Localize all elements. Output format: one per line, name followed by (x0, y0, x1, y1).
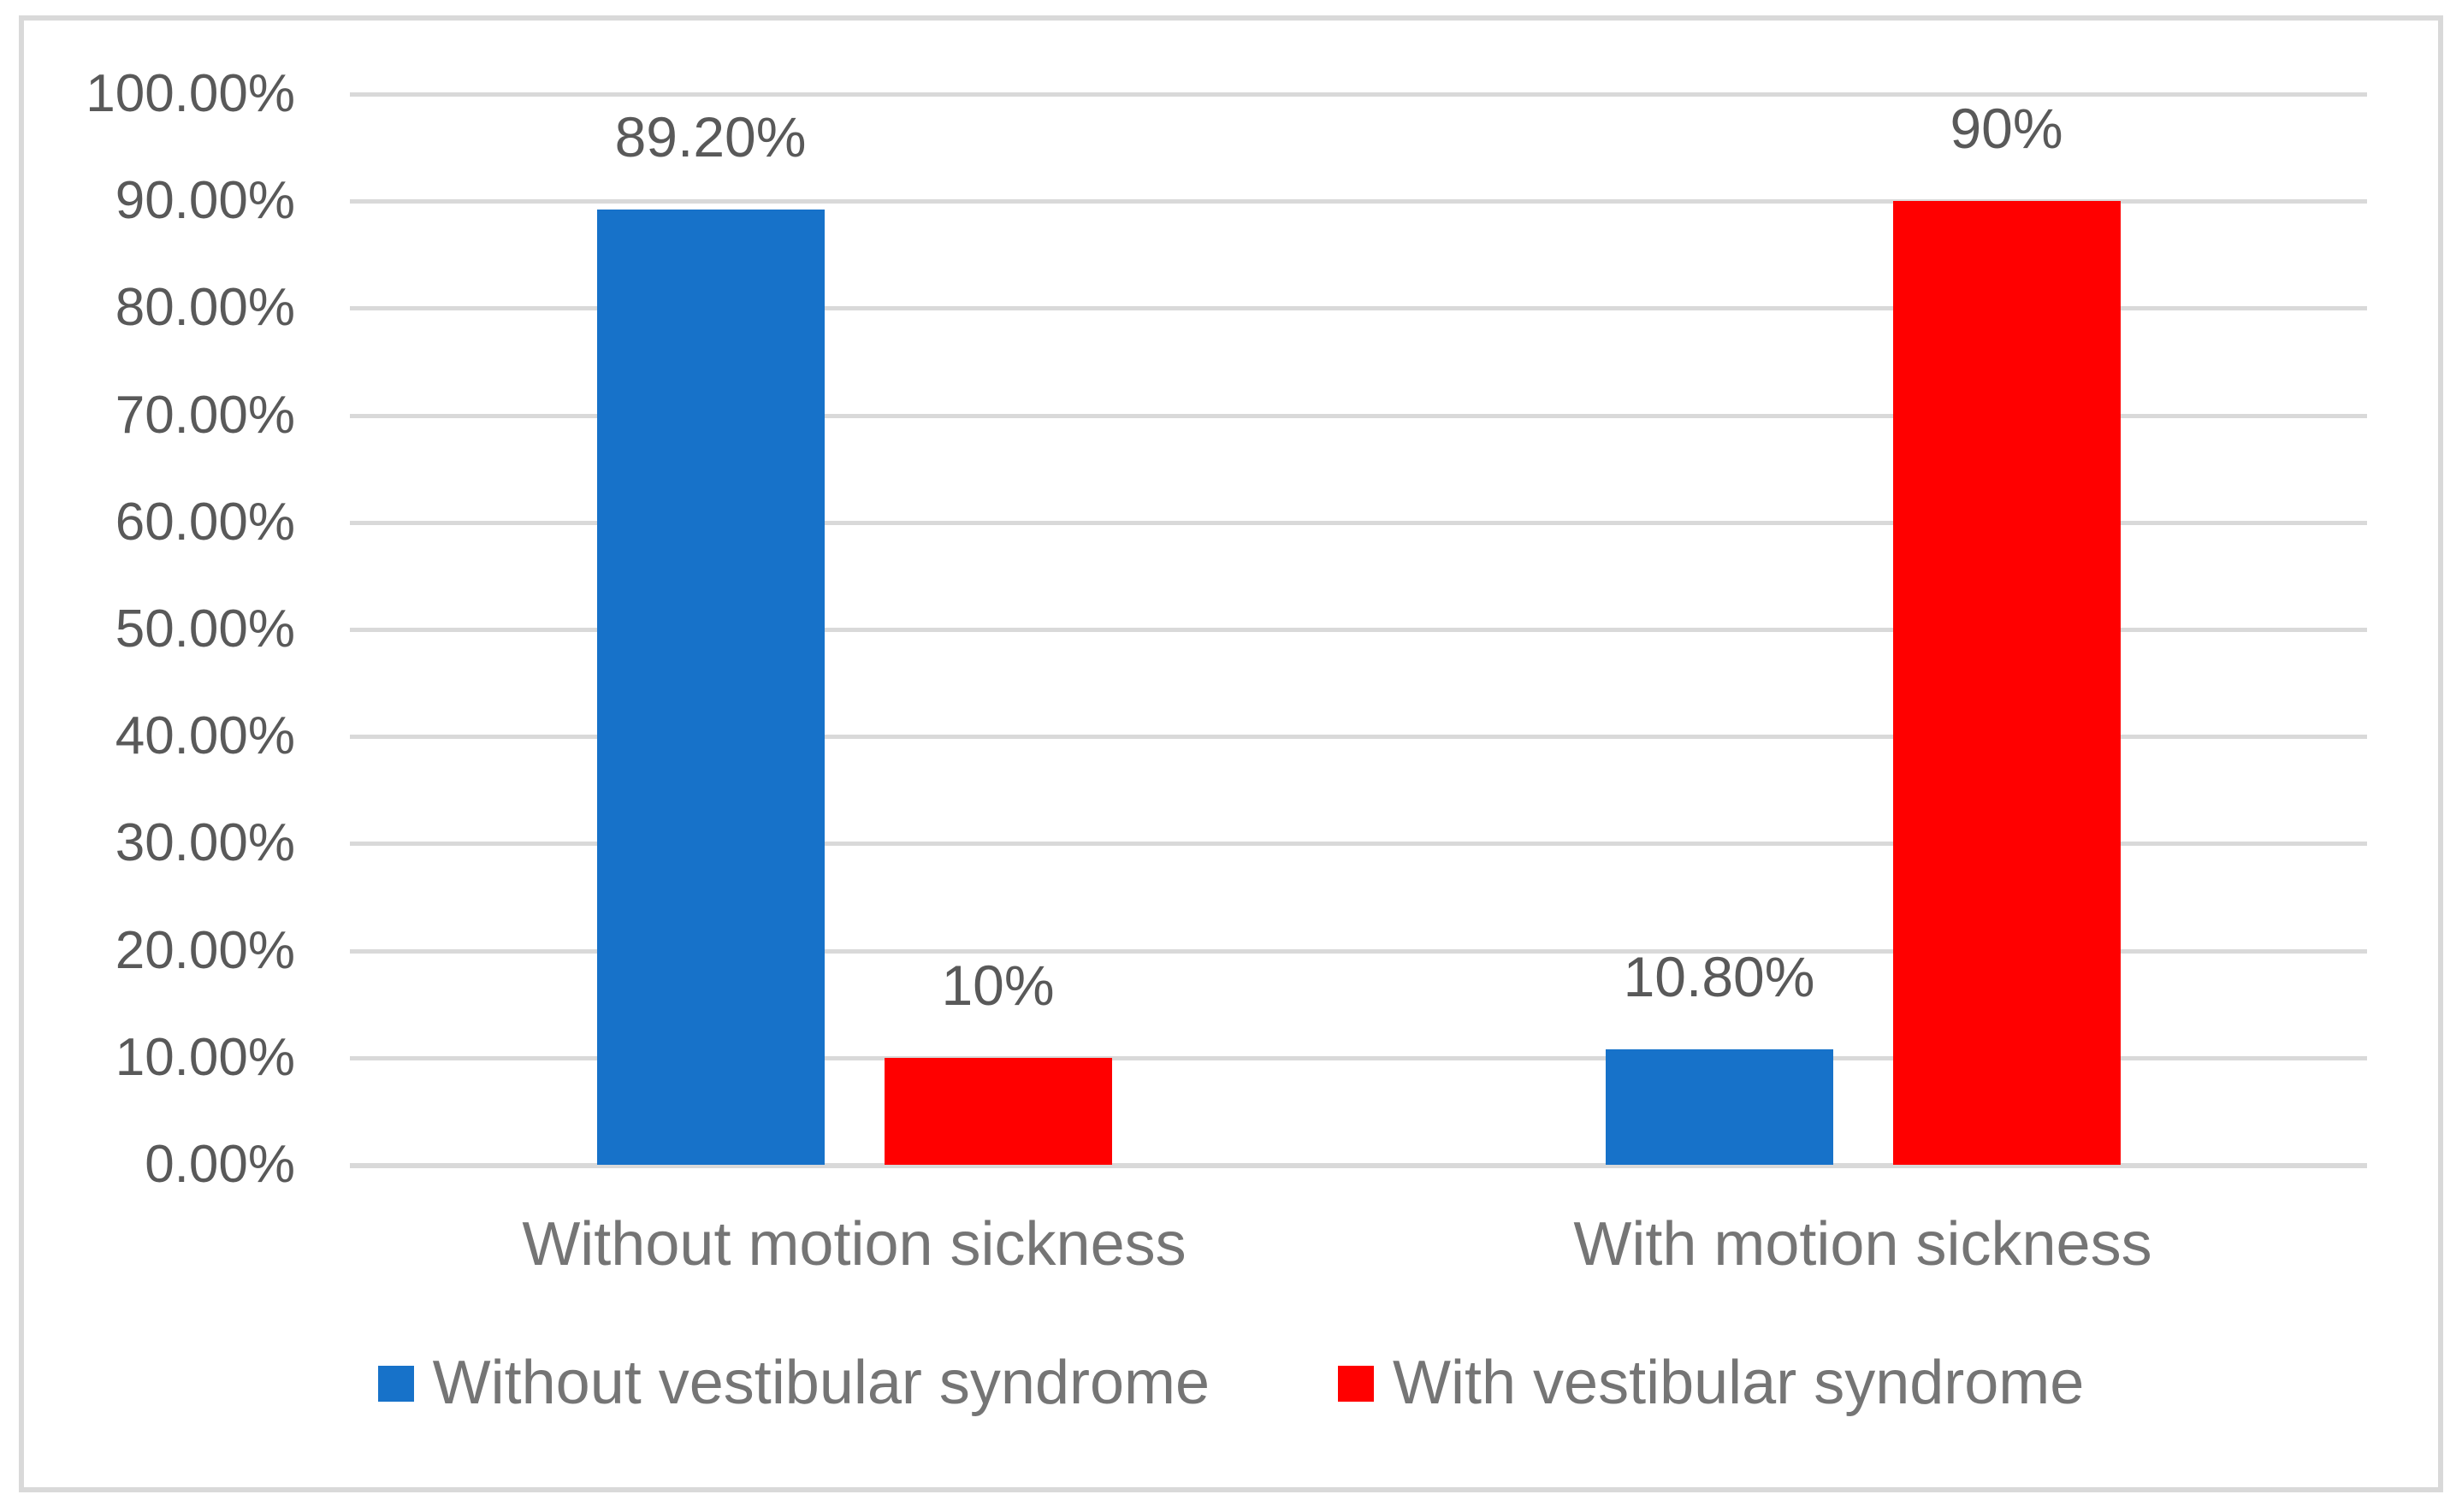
category-label: With motion sickness (1573, 1210, 2152, 1279)
y-tick-label: 0.00% (145, 1135, 295, 1194)
y-tick-label: 90.00% (115, 171, 295, 231)
gridline (350, 92, 2367, 97)
legend-label: With vestibular syndrome (1393, 1349, 2085, 1417)
gridline (350, 735, 2367, 740)
gridline (350, 842, 2367, 847)
y-tick-label: 80.00% (115, 278, 295, 338)
gridline (350, 948, 2367, 954)
legend-swatch-icon (377, 1365, 414, 1402)
data-label: 10% (941, 953, 1055, 1017)
x-axis-line (350, 1163, 2367, 1168)
bar-red-cat2 (1892, 201, 2121, 1165)
legend-item: Without vestibular syndrome (377, 1349, 1210, 1417)
legend-label: Without vestibular syndrome (432, 1349, 1210, 1417)
legend-item: With vestibular syndrome (1338, 1349, 2085, 1417)
y-tick-label: 20.00% (115, 920, 295, 980)
y-tick-label: 60.00% (115, 492, 295, 552)
data-label: 89.20% (614, 105, 807, 169)
bar-blue-cat1 (596, 210, 825, 1165)
legend-swatch-icon (1338, 1365, 1375, 1402)
bar-red-cat1 (884, 1057, 1112, 1165)
bar-blue-cat2 (1605, 1048, 1833, 1165)
gridline (350, 1055, 2367, 1060)
y-tick-label: 30.00% (115, 813, 295, 873)
legend: Without vestibular syndrome With vestibul… (0, 1349, 2462, 1417)
y-tick-label: 50.00% (115, 599, 295, 659)
gridline (350, 520, 2367, 525)
gridline (350, 306, 2367, 311)
gridline (350, 628, 2367, 632)
y-tick-label: 40.00% (115, 706, 295, 766)
y-tick-label: 10.00% (115, 1027, 295, 1087)
data-label: 10.80% (1623, 944, 1815, 1008)
gridline (350, 199, 2367, 204)
y-tick-label: 70.00% (115, 385, 295, 445)
plot-area: 89.20% 10.80% 10% 90% (350, 92, 2367, 1168)
y-tick-label: 100.00% (86, 64, 295, 123)
category-label: Without motion sickness (522, 1210, 1187, 1279)
data-label: 90% (1950, 97, 2063, 161)
gridline (350, 413, 2367, 418)
